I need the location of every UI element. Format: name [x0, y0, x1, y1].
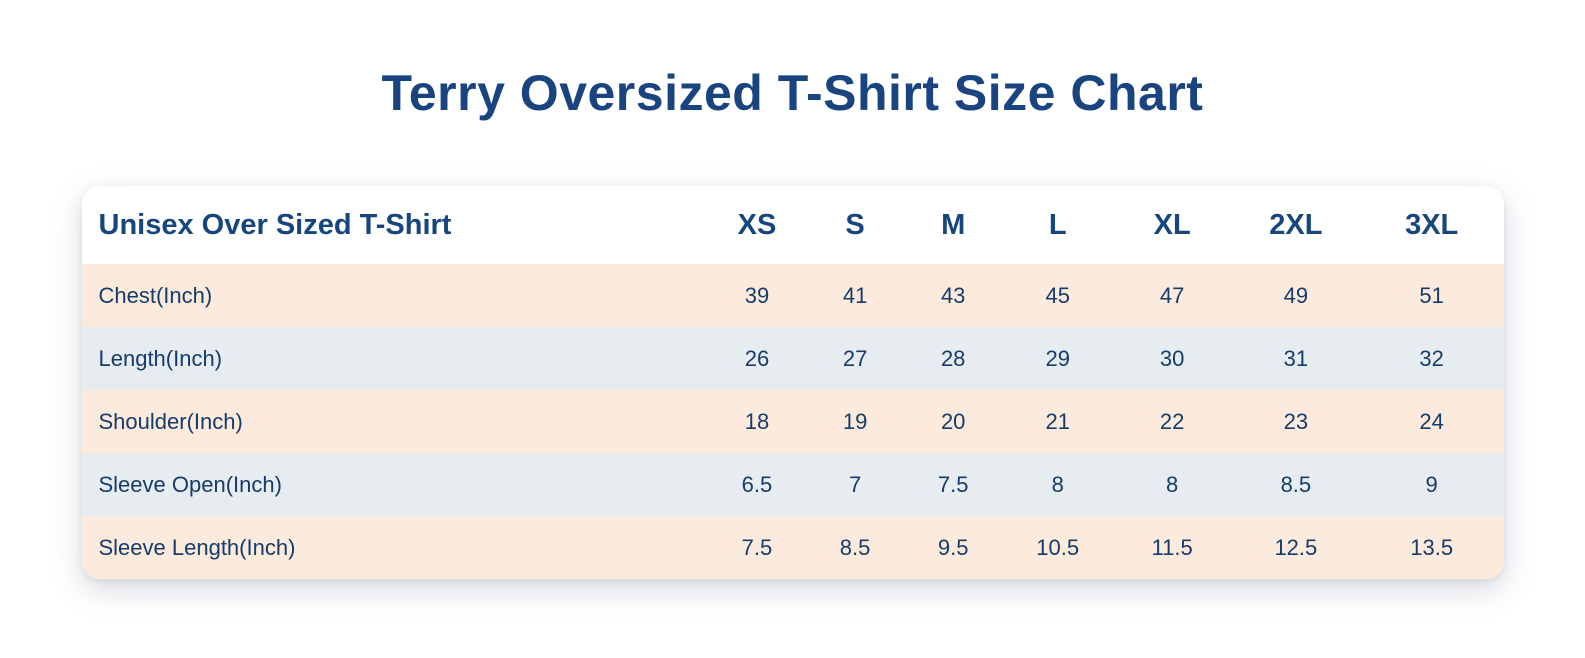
size-value-cell: 21 [1045, 408, 1070, 434]
size-value-cell: 19 [842, 408, 868, 434]
size-value-cell: 9.5 [937, 534, 969, 560]
table-row-length: Length(Inch) 26 27 28 29 30 31 32 [81, 327, 1504, 390]
size-value-cell: 23 [1283, 408, 1309, 434]
column-header-m: M [941, 208, 966, 241]
size-chart-card: Unisex Over Sized T-Shirt XS S M L XL 2X… [81, 186, 1504, 579]
size-value-cell: 11.5 [1151, 534, 1193, 560]
size-value-cell: 13.5 [1410, 534, 1454, 560]
table-row-shoulder: Shoulder(Inch) 18 19 20 21 22 23 24 [81, 390, 1504, 453]
column-header-xs: XS [737, 208, 777, 241]
size-value-cell: 22 [1159, 408, 1185, 434]
size-value-cell: 9 [1425, 471, 1438, 497]
size-value-cell: 12.5 [1274, 534, 1318, 560]
size-value-cell: 27 [842, 345, 868, 371]
row-label: Length(Inch) [98, 345, 223, 371]
table-row-sleeve-length: Sleeve Length(Inch) 7.5 8.5 9.5 10.5 11.… [81, 516, 1504, 579]
row-label: Chest(Inch) [98, 282, 213, 308]
header-label: Unisex Over Sized T-Shirt [98, 208, 452, 241]
size-value-cell: 39 [744, 282, 770, 308]
size-value-cell: 45 [1045, 282, 1070, 308]
size-value-cell: 51 [1419, 282, 1444, 308]
column-header-xl: XL [1153, 208, 1191, 241]
size-value-cell: 28 [940, 345, 966, 371]
size-value-cell: 24 [1419, 408, 1444, 434]
page-title: Terry Oversized T-Shirt Size Chart [381, 65, 1204, 121]
size-chart-table: Unisex Over Sized T-Shirt XS S M L XL 2X… [81, 186, 1504, 579]
size-value-cell: 30 [1159, 345, 1185, 371]
table-row-chest: Chest(Inch) 39 41 43 45 47 49 51 [81, 264, 1504, 327]
size-value-cell: 8.5 [839, 534, 871, 560]
size-value-cell: 32 [1419, 345, 1444, 371]
size-value-cell: 43 [940, 282, 966, 308]
size-value-cell: 7 [848, 471, 862, 497]
column-header-3xl: 3XL [1405, 208, 1459, 241]
size-value-cell: 47 [1159, 282, 1185, 308]
size-value-cell: 8 [1051, 471, 1064, 497]
size-value-cell: 7.5 [937, 471, 969, 497]
row-label: Shoulder(Inch) [98, 408, 243, 434]
size-value-cell: 29 [1045, 345, 1070, 371]
row-label: Sleeve Length(Inch) [98, 534, 296, 560]
header-row: Unisex Over Sized T-Shirt XS S M L XL 2X… [81, 186, 1504, 264]
column-header-2xl: 2XL [1269, 208, 1323, 241]
size-value-cell: 18 [744, 408, 770, 434]
size-value-cell: 8.5 [1280, 471, 1312, 497]
row-label: Sleeve Open(Inch) [98, 471, 282, 497]
size-value-cell: 7.5 [741, 534, 773, 560]
size-value-cell: 31 [1283, 345, 1309, 371]
table-row-sleeve-open: Sleeve Open(Inch) 6.5 7 7.5 8 8 8.5 9 [81, 453, 1504, 516]
size-value-cell: 6.5 [741, 471, 773, 497]
size-value-cell: 8 [1166, 471, 1179, 497]
column-header-s: S [845, 208, 865, 241]
size-value-cell: 26 [744, 345, 770, 371]
size-value-cell: 10.5 [1036, 534, 1080, 560]
size-value-cell: 41 [842, 282, 868, 308]
column-header-l: L [1048, 208, 1067, 241]
size-value-cell: 20 [940, 408, 966, 434]
size-value-cell: 49 [1283, 282, 1309, 308]
